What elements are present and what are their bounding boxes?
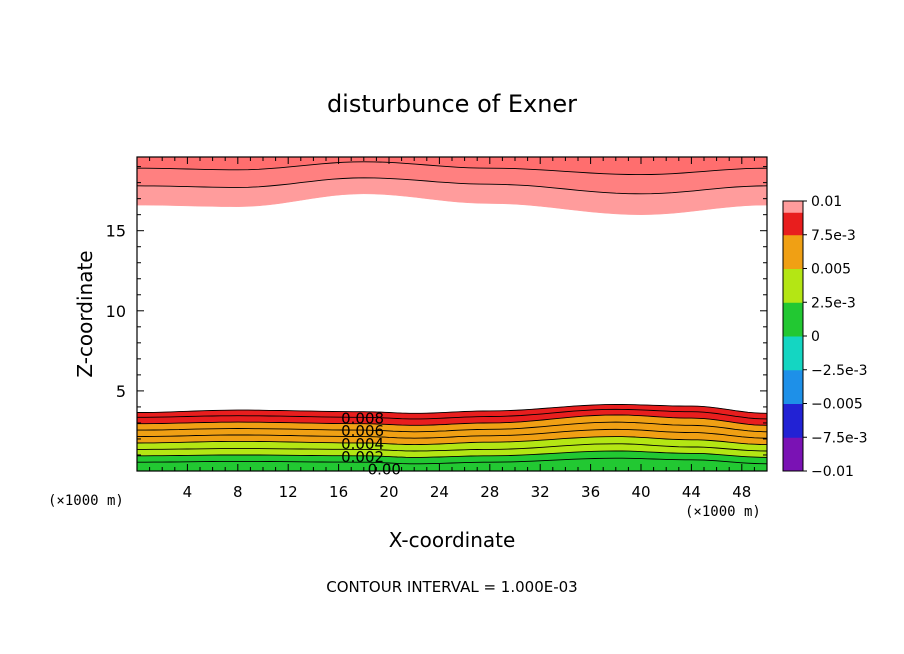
colorbar-tick-label: −0.01 <box>811 464 854 480</box>
x-axis-title: X-coordinate <box>389 528 516 552</box>
contour-line <box>137 457 768 465</box>
contour-line <box>136 177 768 195</box>
y-axis-ticks: 5 10 15 <box>106 166 767 456</box>
x-tick-label: 48 <box>732 483 751 501</box>
x-tick-label: 36 <box>581 483 600 501</box>
colorbar-swatch <box>783 268 803 281</box>
colorbar-swatch <box>783 302 803 314</box>
contour-label: 0.008 <box>341 409 384 427</box>
y-tick-label: 5 <box>116 382 126 401</box>
colorbar-swatch <box>783 324 803 337</box>
colorbar-swatch <box>783 279 803 292</box>
colorbar-tick-label: 2.5e-3 <box>811 295 856 311</box>
colorbar-swatch <box>783 246 803 258</box>
contour-line <box>136 428 768 439</box>
colorbar-swatch <box>783 358 803 371</box>
x-tick-label: 4 <box>183 483 193 501</box>
x-tick-label: 44 <box>682 483 701 501</box>
x-tick-label: 12 <box>279 483 298 501</box>
contour-lines <box>136 161 768 465</box>
colorbar-tick-label: 7.5e-3 <box>811 228 856 244</box>
y-tick-label: 15 <box>106 222 126 241</box>
chart-title: disturbunce of Exner <box>327 90 577 118</box>
contour-label: 0.00 <box>368 461 401 479</box>
colorbar-tick-label: −2.5e-3 <box>811 363 868 379</box>
x-tick-label: 8 <box>233 483 243 501</box>
contour-line <box>137 404 768 414</box>
colorbar-swatch <box>783 426 803 438</box>
colorbar-tick-label: −7.5e-3 <box>811 430 868 446</box>
contour-line <box>137 443 768 452</box>
contour-label: 0.006 <box>341 422 384 440</box>
colorbar-swatch <box>783 392 803 404</box>
colorbar-tick-label: 0 <box>811 329 820 345</box>
contour-line <box>137 450 768 458</box>
colorbar-tick-label: 0.005 <box>811 262 851 278</box>
contour-label: 0.002 <box>341 448 384 466</box>
x-tick-label: 40 <box>631 483 650 501</box>
x-unit-label-right: (×1000 m) <box>685 504 761 520</box>
contour-line <box>136 436 768 446</box>
colorbar-swatch <box>783 414 803 427</box>
colorbar: 0.01 7.5e-3 0.005 2.5e-3 0 −2.5e-3 −0.005 −7.5e… <box>782 194 868 480</box>
colorbar-tick-label: −0.005 <box>811 397 863 413</box>
x-tick-label: 24 <box>430 483 449 501</box>
y-axis-title: Z-coordinate <box>73 250 97 377</box>
contour-interval-note: CONTOUR INTERVAL = 1.000E-03 <box>326 578 577 596</box>
colorbar-swatch <box>783 369 803 382</box>
colorbar-swatch <box>783 403 803 416</box>
colorbar-swatch <box>783 347 803 359</box>
colorbar-swatch <box>783 291 803 303</box>
colorbar-swatch <box>783 201 803 213</box>
x-tick-label: 20 <box>379 483 398 501</box>
colorbar-swatch <box>783 212 803 224</box>
x-unit-label-left: (×1000 m) <box>48 493 124 509</box>
colorbar-swatch <box>783 437 803 449</box>
x-tick-label: 28 <box>480 483 499 501</box>
colorbar-swatch <box>783 234 803 247</box>
x-tick-label: 32 <box>531 483 550 501</box>
colorbar-tick-label: 0.01 <box>811 194 842 210</box>
colorbar-swatch <box>783 459 803 472</box>
x-axis-ticks: 4 8 12 16 20 24 28 32 36 40 44 48 <box>149 157 755 501</box>
y-tick-label: 10 <box>106 302 126 321</box>
colorbar-swatch <box>783 381 803 393</box>
colorbar-swatch <box>783 223 803 236</box>
contour-line <box>137 421 768 433</box>
colorbar-swatch <box>783 448 803 461</box>
colorbar-swatch <box>783 336 803 348</box>
contour-label: 0.004 <box>341 435 384 453</box>
colorbar-swatch <box>783 257 803 269</box>
contour-line <box>137 161 768 176</box>
x-tick-label: 16 <box>329 483 348 501</box>
colorbar-swatch <box>783 313 803 326</box>
contour-line <box>137 414 768 426</box>
contour-line <box>137 408 768 420</box>
